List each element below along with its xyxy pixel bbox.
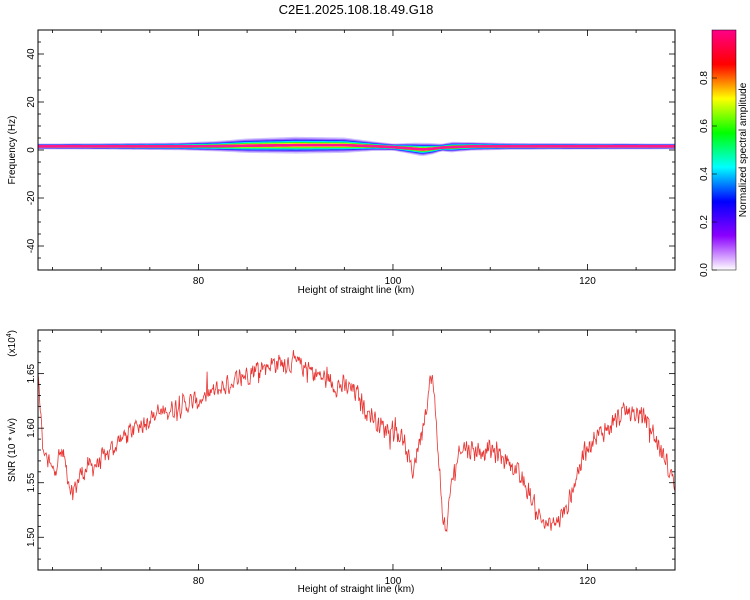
snr-xtick-label: 100 <box>385 576 402 587</box>
snr-ytick-label: 1.50 <box>26 527 37 547</box>
snr-xtick-label: 120 <box>579 576 596 587</box>
spectrogram-xtick-label: 80 <box>193 276 205 287</box>
spectrogram-ylabel: Frequency (Hz) <box>7 116 18 185</box>
spectrogram-ytick-label: 20 <box>26 96 37 108</box>
spectrogram-ticks: 80 100 120 -40 -20 0 20 40 <box>26 29 675 287</box>
spectrogram-panel: 80 100 120 -40 -20 0 20 40 Height of straight l… <box>7 29 676 296</box>
snr-ytick-label: 1.60 <box>26 418 37 438</box>
figure-title: C2E1.2025.108.18.49.G18 <box>279 2 434 17</box>
colorbar-tick-label: 0.4 <box>699 167 710 181</box>
spectrogram-ytick-label: -20 <box>26 190 37 205</box>
snr-plot-area <box>38 330 675 570</box>
spectrogram-xlabel: Height of straight line (km) <box>298 285 415 296</box>
colorbar-tick-label: 0.6 <box>699 119 710 133</box>
snr-xtick-label: 80 <box>193 576 205 587</box>
snr-ytick-label: 1.65 <box>26 363 37 383</box>
snr-ticks: 80 100 120 1.50 1.55 1.60 1.65 <box>26 329 675 587</box>
snr-series-line <box>38 350 675 533</box>
spectrogram-ytick-label: 40 <box>26 48 37 60</box>
colorbar-tick-label: 0.0 <box>699 263 710 277</box>
snr-xlabel: Height of straight line (km) <box>298 584 415 595</box>
snr-multiplier-close: ) <box>7 330 18 333</box>
spectrogram-heatmap <box>38 136 675 157</box>
snr-ytick-label: 1.55 <box>26 473 37 493</box>
colorbar-ticks: 0.0 0.2 0.4 0.6 0.8 <box>699 71 717 277</box>
snr-multiplier-exp: 4 <box>6 333 13 337</box>
spectrogram-xtick-label: 100 <box>385 276 402 287</box>
snr-multiplier-base: (x10 <box>7 337 18 357</box>
colorbar-label: Normalized spectral amplitude <box>738 82 749 217</box>
colorbar-tick-label: 0.2 <box>699 215 710 229</box>
colorbar-tick-label: 0.8 <box>699 71 710 85</box>
spectrogram-ytick-label: -40 <box>26 238 37 253</box>
heatmap-band-magenta <box>38 143 675 151</box>
heatmap-band-yellow <box>38 143 675 152</box>
snr-panel: 80 100 120 1.50 1.55 1.60 1.65 Height of strai… <box>6 329 676 595</box>
snr-multiplier: (x104) <box>6 330 18 357</box>
spectrogram-ytick-label: 0 <box>26 147 37 153</box>
colorbar-bar <box>711 29 737 271</box>
spectrogram-xtick-label: 120 <box>579 276 596 287</box>
snr-ylabel: SNR (10 * v/v) <box>7 418 18 482</box>
colorbar: 0.0 0.2 0.4 0.6 0.8 Normalized spectral ampl… <box>699 29 749 277</box>
